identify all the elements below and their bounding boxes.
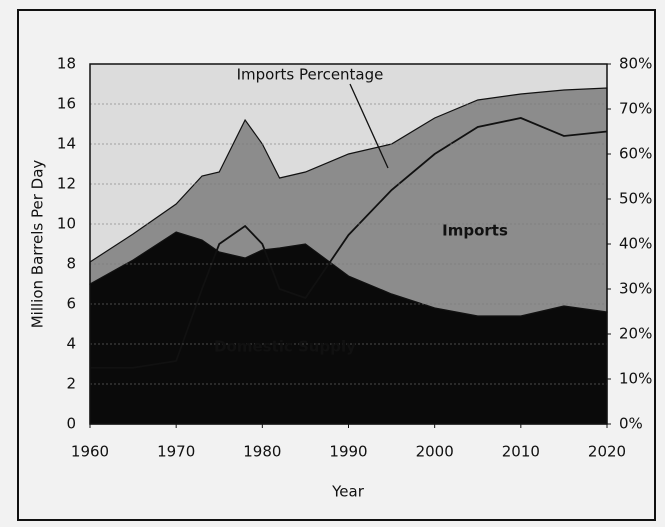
y-tick-label: 6 [66, 295, 76, 313]
x-axis-label: Year [331, 483, 365, 501]
y-tick-label: 12 [57, 175, 76, 193]
series-label: Imports [442, 222, 508, 240]
y-tick-label: 8 [66, 255, 76, 273]
y2-tick-label: 0% [619, 415, 643, 433]
x-tick-label: 2000 [416, 443, 454, 461]
y2-tick-label: 10% [619, 370, 652, 388]
series-label: Imports Percentage [237, 66, 384, 84]
x-tick-label: 2020 [588, 443, 626, 461]
y-tick-label: 18 [57, 55, 76, 73]
y-tick-label: 0 [66, 415, 76, 433]
y-tick-label: 10 [57, 215, 76, 233]
y2-tick-label: 70% [619, 100, 652, 118]
percentage-line [90, 117, 608, 369]
x-tick-label: 2010 [502, 443, 540, 461]
x-tick-label: 1970 [157, 443, 195, 461]
y2-tick-label: 30% [619, 280, 652, 298]
series-label: Domestic Supply [214, 338, 356, 356]
x-tick-label: 1960 [71, 443, 109, 461]
y2-tick-label: 20% [619, 325, 652, 343]
x-tick-label: 1990 [329, 443, 367, 461]
y2-tick-label: 50% [619, 190, 652, 208]
y-tick-label: 16 [57, 95, 76, 113]
y2-tick-label: 60% [619, 145, 652, 163]
y2-tick-label: 40% [619, 235, 652, 253]
annotation-pointer [349, 83, 389, 169]
plot-border [89, 63, 608, 425]
y-tick-label: 2 [66, 375, 76, 393]
x-tick-label: 1980 [243, 443, 281, 461]
y-axis-label: Million Barrels Per Day [29, 160, 47, 329]
y-tick-label: 14 [57, 135, 76, 153]
y-tick-label: 4 [66, 335, 76, 353]
y2-tick-label: 80% [619, 55, 652, 73]
